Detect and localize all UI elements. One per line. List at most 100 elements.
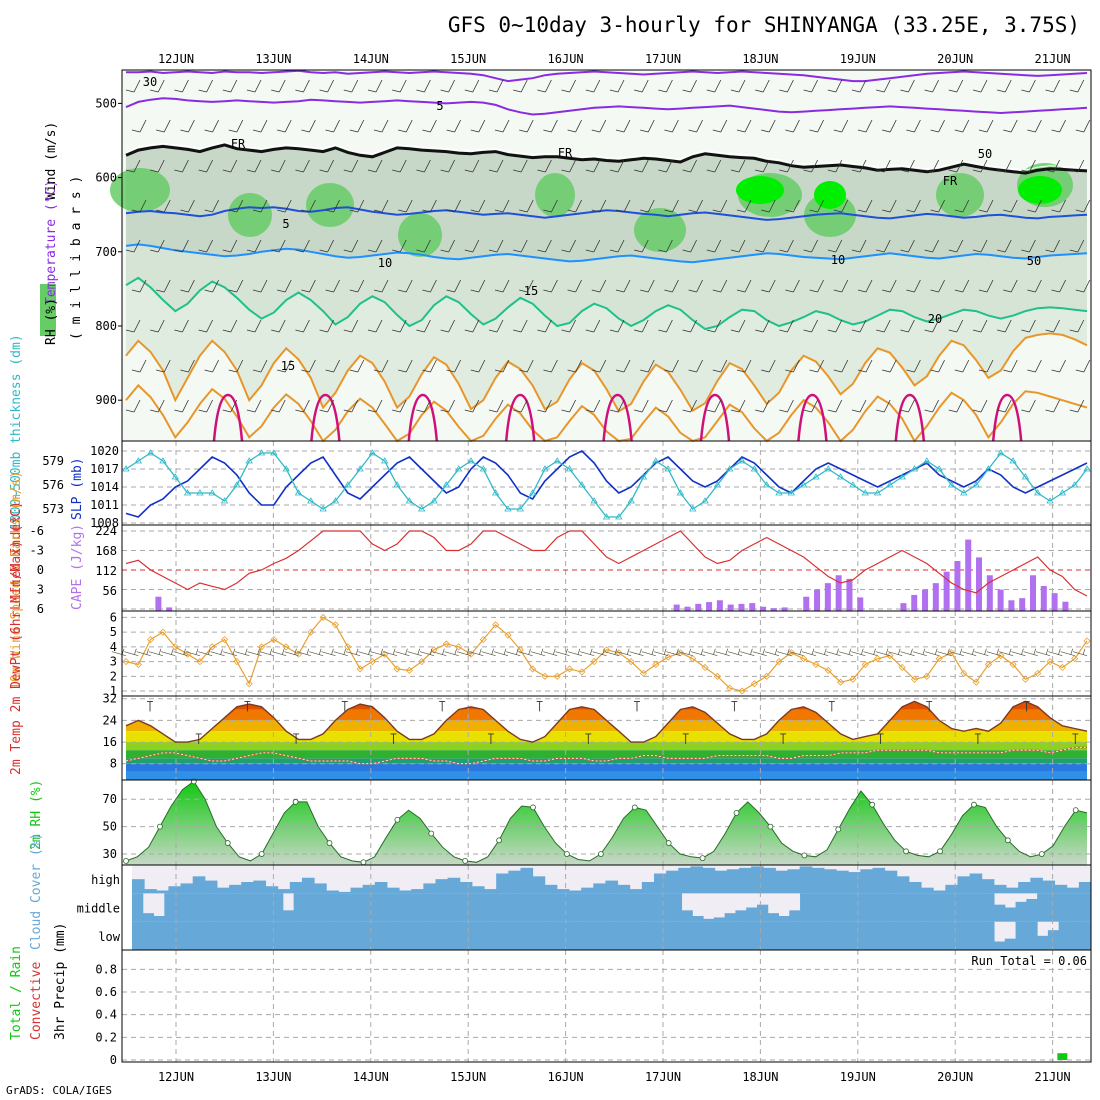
cape-bar <box>932 583 939 611</box>
wind-barb <box>367 239 383 253</box>
wind-barb <box>838 648 854 657</box>
cape-bar <box>911 594 918 611</box>
wind-speed-point <box>492 621 500 629</box>
wind-barb <box>1069 239 1085 253</box>
wind-barb <box>470 199 486 213</box>
li-tick-label: 6 <box>37 602 44 616</box>
thickness-point <box>799 481 808 488</box>
wind-barb <box>876 79 891 93</box>
cloud-cell <box>1054 884 1068 894</box>
wind-barb <box>1060 648 1075 657</box>
wind-speed-point <box>405 666 413 675</box>
cloud-cell <box>1004 938 1017 950</box>
cloud-cell <box>350 887 364 894</box>
thickness-point <box>849 481 857 488</box>
wind-speed-point <box>800 655 808 663</box>
rh2m-point <box>699 855 706 862</box>
cloud-cell <box>581 887 594 894</box>
wind-barb <box>678 648 693 657</box>
wind-speed-point <box>159 628 167 636</box>
thickness-point <box>233 481 241 488</box>
wind-barb <box>198 648 213 657</box>
wind-barb <box>367 399 383 413</box>
thickness-point <box>725 465 734 472</box>
cloud-cell <box>775 870 789 894</box>
wind-speed-point <box>849 675 857 683</box>
cloud-cell <box>653 873 667 894</box>
cloud-cell <box>261 921 273 950</box>
wind-barb <box>416 79 431 93</box>
wind-barb <box>271 399 286 413</box>
cloud-cell <box>412 921 424 950</box>
wind-barb <box>343 399 359 413</box>
wind-barb <box>900 239 915 253</box>
temp-band <box>126 720 1087 732</box>
wind-barb <box>706 159 722 173</box>
wind-speed-point <box>590 658 598 666</box>
wind-barb <box>1051 279 1066 293</box>
wind-barb <box>309 648 324 657</box>
wind-barb <box>730 399 746 413</box>
wind-speed-point <box>1071 655 1079 663</box>
thickness-point <box>134 457 143 464</box>
minmax-marker <box>828 700 835 712</box>
cloud-cell <box>362 884 376 894</box>
wind-speed-point <box>319 613 327 621</box>
wind-barb <box>615 119 631 133</box>
wind-barb <box>906 279 921 293</box>
wind-barb <box>1003 359 1018 373</box>
wind-barb <box>446 279 461 293</box>
wind-barb <box>930 279 945 293</box>
rh-band <box>126 277 1087 412</box>
wind-barb <box>986 648 1001 657</box>
thickness-point <box>1009 457 1017 464</box>
wind-barb <box>1027 119 1042 133</box>
wind-barb <box>422 199 437 213</box>
rh2m-point <box>428 830 435 837</box>
wind-barb <box>930 359 945 373</box>
wind-barb <box>997 159 1012 173</box>
wind-barb <box>948 79 964 93</box>
wind-speed-point <box>886 652 894 660</box>
cloud-cell <box>164 893 176 922</box>
cape-bar <box>1062 601 1069 611</box>
wind-speed-point <box>307 628 315 636</box>
wind-barb <box>494 359 510 373</box>
cloud-cell <box>239 921 252 950</box>
wind-speed-point <box>467 650 475 658</box>
contour-line-30 <box>797 393 828 442</box>
thickness-point <box>762 481 771 488</box>
date-axis-bottom: 12JUN 13JUN 14JUN 15JUN 16JUN 17JUN 18JUN 19JUN… <box>158 1070 1071 1084</box>
rh2m-point <box>665 840 672 846</box>
rh2m-point <box>835 826 842 833</box>
cloud-cell <box>326 890 339 894</box>
rh2m-point <box>564 851 570 857</box>
wind-barb <box>349 359 365 373</box>
thickness-point <box>183 489 192 496</box>
wind-barb <box>634 159 649 173</box>
cape-label: CAPE (J/kg) <box>70 524 85 610</box>
thickness-point <box>590 497 598 504</box>
wind-barb <box>131 359 147 373</box>
contour-line <box>125 97 1088 116</box>
wind-barb <box>422 359 437 373</box>
wind-barb <box>373 119 389 133</box>
date-label-top: 15JUN <box>450 52 486 66</box>
cloud-cell <box>703 921 715 950</box>
wind-tick-label: 3 <box>110 655 117 669</box>
contour-line <box>125 243 1088 264</box>
thickness-tick-label: 576 <box>42 478 64 492</box>
rh-high-blob <box>535 173 575 217</box>
wind-barb <box>174 79 189 93</box>
cape-bar <box>770 608 777 611</box>
wind-barb <box>488 399 504 413</box>
cloud-cell <box>799 866 813 894</box>
wind-barb <box>978 119 994 133</box>
cape-bar <box>803 596 810 611</box>
cape-bar <box>846 578 853 611</box>
cloud-cell <box>921 887 934 894</box>
rh2m-point <box>801 852 808 859</box>
cape-bar <box>166 607 173 611</box>
wind-barb <box>537 319 552 333</box>
cape-li-panel: -6 -3 0 3 6 224 168 112 56 Lifted Index CAPE (J/… <box>9 516 1092 616</box>
